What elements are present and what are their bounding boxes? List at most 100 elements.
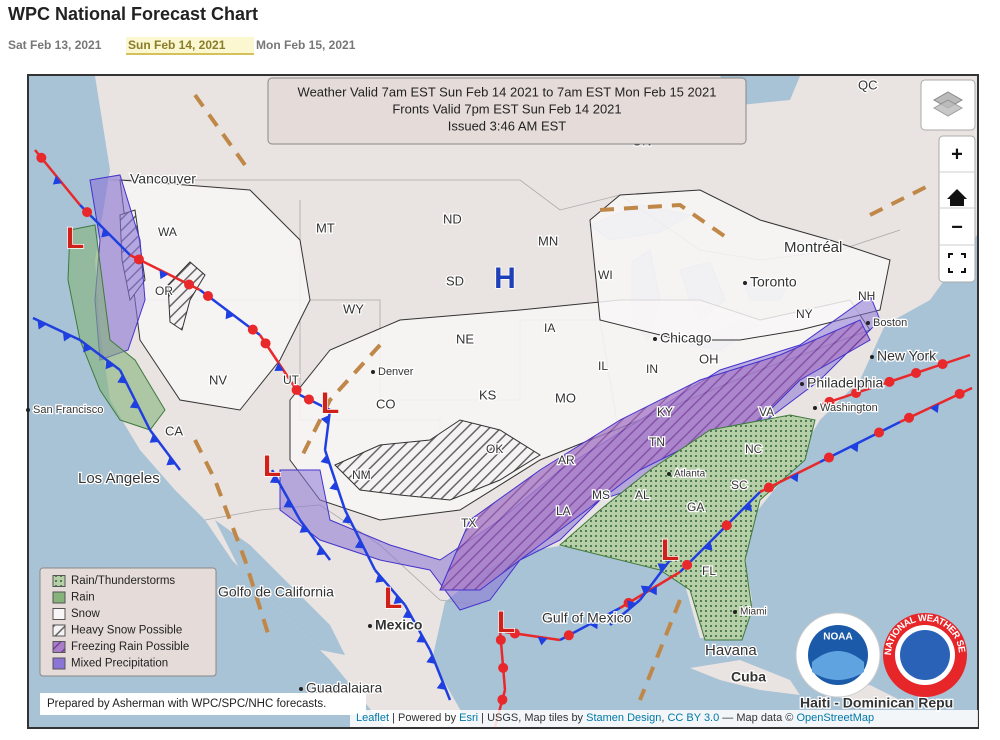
city-dot <box>800 382 804 386</box>
zoom-button[interactable]: + <box>951 143 963 165</box>
map-label: NH <box>858 289 875 303</box>
attribution-text: — Map data © <box>719 712 796 724</box>
warm-marker <box>82 207 93 218</box>
cold-marker <box>83 343 92 353</box>
legend-label: Rain/Thunderstorms <box>71 575 175 587</box>
date-link[interactable]: Sat Feb 13, 2021 <box>8 38 102 52</box>
cold-marker <box>342 514 352 524</box>
map-label: IA <box>544 321 555 335</box>
front-line <box>428 649 452 701</box>
cold-marker <box>269 474 280 484</box>
city-dot <box>743 281 747 285</box>
heavy-snow-plains <box>334 419 541 501</box>
map-label: CA <box>165 423 183 438</box>
city-dot <box>813 406 817 410</box>
map-label: TX <box>461 516 476 530</box>
legend-label: Mixed Precipitation <box>71 658 168 670</box>
map-label: Atlanta <box>674 469 706 480</box>
cold-marker <box>703 541 713 551</box>
credit-box <box>40 693 366 715</box>
legend-label: Snow <box>71 608 100 620</box>
cold-marker <box>393 595 403 605</box>
map-label: AL <box>635 488 650 502</box>
cold-marker <box>640 585 651 595</box>
warm-marker <box>824 396 835 407</box>
warm-marker <box>937 359 948 370</box>
city-dot <box>866 321 870 325</box>
freezing-rain <box>439 319 871 591</box>
warm-marker <box>721 520 732 531</box>
cold-marker <box>52 175 63 185</box>
warm-marker <box>184 279 195 290</box>
info-box <box>267 77 747 145</box>
cuba <box>690 660 800 695</box>
date-link[interactable]: Mon Feb 15, 2021 <box>256 38 356 52</box>
cold-marker <box>627 600 637 610</box>
map-label: Miami <box>740 607 767 618</box>
map-label: Los Angeles <box>78 470 160 487</box>
fullscreen-button[interactable] <box>948 253 966 273</box>
cold-marker <box>105 359 115 370</box>
map-label: MO <box>555 390 576 405</box>
cold-marker <box>149 434 159 443</box>
warm-marker <box>911 367 922 378</box>
map-label: MS <box>592 488 610 502</box>
cold-marker <box>159 269 169 280</box>
map-label: OH <box>699 351 719 366</box>
cold-marker <box>166 456 176 466</box>
map-label: Guadalajara <box>306 680 382 696</box>
attribution-link[interactable]: Esri <box>459 712 478 724</box>
warm-marker <box>884 376 895 387</box>
map-label: IL <box>598 359 608 373</box>
cold-marker <box>274 362 284 372</box>
map-label: MT <box>316 220 335 235</box>
legend-label: Rain <box>71 592 95 604</box>
map-label: FL <box>702 564 716 578</box>
attribution-link[interactable]: CC BY 3.0 <box>667 712 719 724</box>
warm-marker <box>497 694 508 705</box>
warm-marker <box>763 482 774 493</box>
attribution-link[interactable]: Stamen Design <box>586 712 661 724</box>
map-label: Havana <box>705 642 757 659</box>
front-line <box>323 449 347 511</box>
cold-marker <box>62 331 72 342</box>
map-label: NE <box>456 331 474 346</box>
warm-marker <box>851 387 862 398</box>
legend-swatch <box>52 575 66 587</box>
map-label: WY <box>343 301 364 316</box>
warm-marker <box>904 412 915 423</box>
snow-area-west <box>119 179 311 411</box>
map-label: QC <box>858 77 878 92</box>
legend-label: Freezing Rain Possible <box>71 641 189 653</box>
warm-marker <box>291 384 302 395</box>
rain-thunderstorms <box>558 414 816 641</box>
pressure-center: L <box>497 606 515 639</box>
attribution-text: , <box>661 712 667 724</box>
zoom-button[interactable]: − <box>951 216 963 238</box>
map-label: NY <box>796 307 813 321</box>
legend-swatch <box>52 624 66 637</box>
legend-swatch <box>52 608 66 620</box>
map-label: Haiti - Dominican Repu <box>800 695 953 711</box>
cold-marker <box>320 414 330 425</box>
legend-swatch <box>52 641 66 653</box>
attribution-link[interactable]: OpenStreetMap <box>796 712 874 724</box>
map-label: Montréal <box>784 239 842 256</box>
cold-marker <box>589 619 598 630</box>
nws-logo-center <box>900 630 950 680</box>
legend <box>39 567 217 677</box>
attribution-link[interactable]: Leaflet <box>356 712 389 724</box>
map-label: Washington <box>820 402 878 414</box>
attribution-box <box>350 710 978 727</box>
noaa-text: NOAA <box>823 632 852 643</box>
map-label: AR <box>558 453 575 467</box>
pressure-center: H <box>494 262 516 295</box>
home-button[interactable] <box>947 189 967 206</box>
warm-marker <box>498 662 509 673</box>
pressure-center: L <box>66 222 84 255</box>
map-label: NC <box>745 442 763 456</box>
warm-marker <box>260 338 271 349</box>
date-link[interactable]: Sun Feb 14, 2021 <box>128 38 226 52</box>
